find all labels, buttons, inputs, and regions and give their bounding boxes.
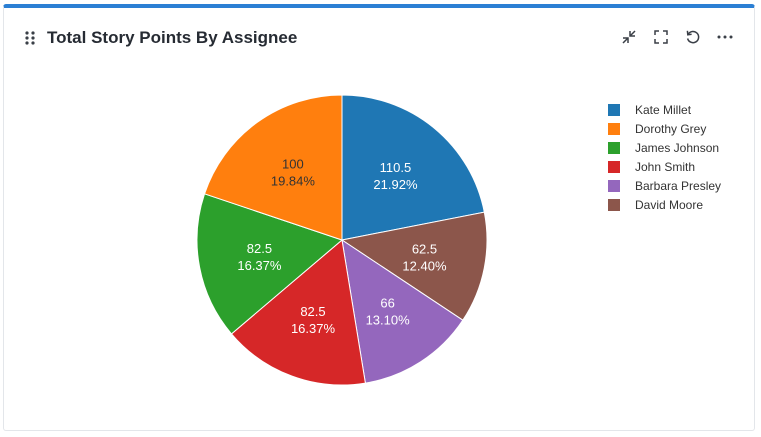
minimize-button[interactable] <box>620 28 638 46</box>
slice-value-label: 82.5 <box>300 304 325 319</box>
pie-slice-barbara-presley[interactable] <box>341 238 464 384</box>
legend-label: Kate Millet <box>635 103 692 117</box>
refresh-icon <box>686 30 700 44</box>
legend-label: James Johnson <box>635 141 719 155</box>
pie-slice-david-moore[interactable] <box>340 211 488 321</box>
legend-swatch <box>608 199 620 211</box>
minimize-icon <box>622 30 636 44</box>
legend-item-dorothy-grey[interactable]: Dorothy Grey <box>608 122 706 136</box>
legend-swatch <box>608 142 620 154</box>
slice-value-label: 62.5 <box>412 241 437 256</box>
card-toolbar <box>620 28 734 46</box>
slice-value-label: 100 <box>282 157 304 172</box>
slice-percent-label: 12.40% <box>402 258 447 273</box>
pie-slices <box>196 94 488 386</box>
pie-slice-john-smith[interactable] <box>230 239 366 386</box>
slice-value-label: 82.5 <box>247 241 272 256</box>
pie-slice-kate-millet[interactable] <box>341 94 485 241</box>
legend-item-james-johnson[interactable]: James Johnson <box>608 141 719 155</box>
slice-percent-label: 19.84% <box>271 174 316 189</box>
slice-percent-label: 16.37% <box>291 321 336 336</box>
legend-item-barbara-presley[interactable]: Barbara Presley <box>608 179 721 193</box>
more-button[interactable] <box>716 28 734 46</box>
slice-percent-label: 16.37% <box>237 258 282 273</box>
pie-slice-james-johnson[interactable] <box>196 193 343 335</box>
card-title: Total Story Points By Assignee <box>47 28 298 47</box>
slice-value-label: 66 <box>380 296 394 311</box>
pie-labels: 110.5 21.92% 62.5 12.40% 66 13.10% 82.5 16.37% 8… <box>237 157 447 336</box>
fullscreen-icon <box>654 30 668 44</box>
drag-handle-icon[interactable] <box>24 30 36 46</box>
legend-label: Dorothy Grey <box>635 122 706 136</box>
slice-percent-label: 13.10% <box>366 313 411 328</box>
legend-swatch <box>608 161 620 173</box>
legend-item-john-smith[interactable]: John Smith <box>608 160 695 174</box>
slice-value-label: 110.5 <box>380 160 412 175</box>
card-header: Total Story Points By Assignee <box>4 8 754 70</box>
refresh-button[interactable] <box>684 28 702 46</box>
pie-slice-dorothy-grey[interactable] <box>203 94 343 241</box>
legend-swatch <box>608 123 620 135</box>
fullscreen-button[interactable] <box>652 28 670 46</box>
slice-percent-label: 21.92% <box>373 177 418 192</box>
legend-item-david-moore[interactable]: David Moore <box>608 198 703 212</box>
legend-label: David Moore <box>635 198 703 212</box>
legend-swatch <box>608 104 620 116</box>
chart-legend: Kate Millet Dorothy Grey James Johnson John… <box>608 103 721 212</box>
more-icon <box>717 35 733 39</box>
legend-item-kate-millet[interactable]: Kate Millet <box>608 103 692 117</box>
legend-label: Barbara Presley <box>635 179 721 193</box>
legend-swatch <box>608 180 620 192</box>
legend-label: John Smith <box>635 160 695 174</box>
